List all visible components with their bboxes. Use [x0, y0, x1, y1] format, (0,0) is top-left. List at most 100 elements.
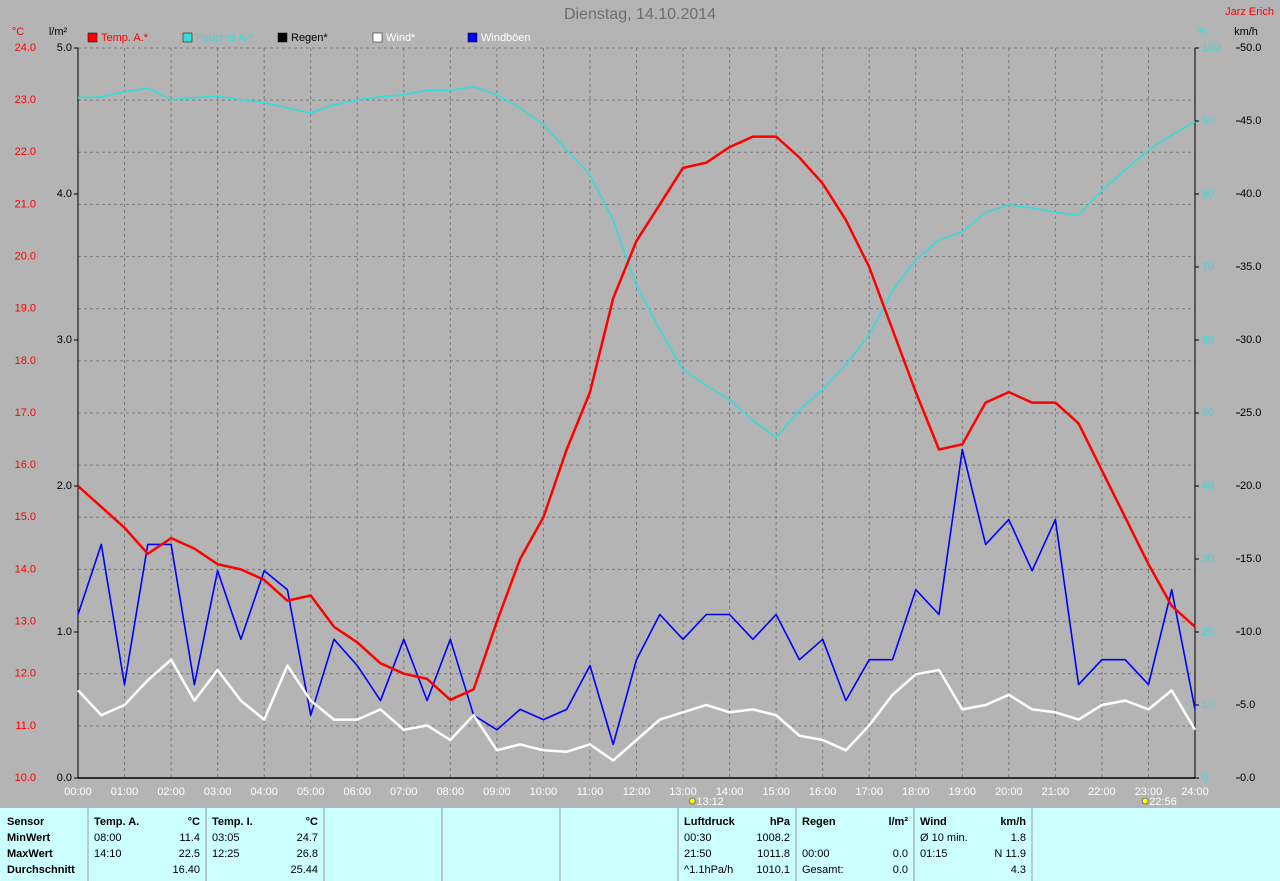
y-tick-label: 40 — [1202, 480, 1214, 492]
y-tick-label: 45.0 — [1240, 115, 1261, 127]
legend-label: Regen* — [291, 32, 328, 44]
y-tick-label: 25.0 — [1240, 407, 1261, 419]
legend-swatch — [372, 32, 383, 43]
cell-time: 03:05 — [212, 832, 240, 844]
legend-swatch — [87, 32, 98, 43]
legend-swatch — [182, 32, 193, 43]
block-unit: hPa — [770, 816, 791, 828]
x-tick-label: 05:00 — [297, 786, 325, 798]
y-tick-label: 80 — [1202, 188, 1214, 200]
y-tick-label: 5.0 — [57, 42, 72, 54]
row-label: MaxWert — [7, 848, 53, 860]
cell-time: 14:10 — [94, 848, 122, 860]
block-unit: °C — [188, 816, 200, 828]
legend-label: Windböen — [481, 32, 531, 44]
x-tick-label: 01:00 — [111, 786, 139, 798]
y-tick-label: 15.0 — [1240, 553, 1261, 565]
legend-swatch — [277, 32, 288, 43]
series-line — [77, 448, 1196, 746]
legend-label: Feuchte A.* — [196, 32, 254, 44]
cell-value: 11.4 — [179, 832, 200, 844]
row-label: Sensor — [7, 816, 45, 828]
x-tick-label: 17:00 — [855, 786, 883, 798]
x-tick-label: 18:00 — [902, 786, 930, 798]
y-tick-label: 50.0 — [1240, 42, 1261, 54]
y-tick-label: 20.0 — [15, 250, 36, 262]
cell-value: 24.7 — [297, 832, 318, 844]
cell-time: 08:00 — [94, 832, 122, 844]
y-tick-label: 13.0 — [15, 615, 36, 627]
row-label: Durchschnitt — [7, 864, 75, 876]
x-tick-label: 13:00 — [669, 786, 697, 798]
y-tick-label: 14.0 — [15, 563, 36, 575]
y-tick-label: 19.0 — [15, 303, 36, 315]
cell-value: 16.40 — [172, 864, 200, 876]
x-tick-label: 10:00 — [530, 786, 558, 798]
block-title: Wind — [920, 816, 947, 828]
cell-time: ^1.1hPa/h — [684, 864, 733, 876]
y-tick-label: 3.0 — [57, 334, 72, 346]
x-tick-label: 03:00 — [204, 786, 232, 798]
block-unit: l/m² — [888, 816, 908, 828]
x-tick-label: 24:00 — [1181, 786, 1209, 798]
block-title: Temp. I. — [212, 816, 253, 828]
x-tick-label: 14:00 — [716, 786, 744, 798]
y-tick-label: 90 — [1202, 115, 1214, 127]
block-title: Temp. A. — [94, 816, 139, 828]
block-title: Luftdruck — [684, 816, 736, 828]
series-line — [77, 658, 1197, 762]
y-tick-label: 1.0 — [57, 626, 72, 638]
y-tick-label: 10.0 — [1240, 626, 1261, 638]
y-tick-label: 30 — [1202, 553, 1214, 565]
x-tick-label: 06:00 — [343, 786, 371, 798]
x-tick-label: 12:00 — [623, 786, 651, 798]
cell-time: Ø 10 min. — [920, 832, 968, 844]
series-line — [77, 135, 1196, 702]
block-unit: km/h — [1000, 816, 1026, 828]
cell-time: 00:30 — [684, 832, 712, 844]
cell-value: 1010.1 — [756, 864, 790, 876]
y-tick-label: 60 — [1202, 334, 1214, 346]
stats-panel — [0, 808, 1280, 881]
x-tick-label: 08:00 — [437, 786, 465, 798]
y-tick-label: 0.0 — [1240, 772, 1255, 784]
annotation-marker — [688, 797, 696, 805]
cell-value: 0.0 — [893, 864, 908, 876]
y-tick-label: 22.0 — [15, 146, 36, 158]
x-tick-label: 09:00 — [483, 786, 511, 798]
cell-value: 1008.2 — [756, 832, 790, 844]
legend-swatch — [467, 32, 478, 43]
y-tick-label: 17.0 — [15, 407, 36, 419]
y-tick-label: 12.0 — [15, 668, 36, 680]
y-tick-label: 40.0 — [1240, 188, 1261, 200]
annotation-label: 22:56 — [1149, 796, 1177, 808]
cell-value: 25.44 — [290, 864, 318, 876]
annotation-label: 13:12 — [696, 796, 724, 808]
y-tick-label: 11.0 — [15, 720, 36, 732]
y-tick-label: 100 — [1202, 42, 1220, 54]
x-tick-label: 20:00 — [995, 786, 1023, 798]
cell-value: 4.3 — [1011, 864, 1026, 876]
y-tick-label: 4.0 — [57, 188, 72, 200]
y-tick-label: 70 — [1202, 261, 1214, 273]
cell-time: Gesamt: — [802, 864, 844, 876]
cell-time: 12:25 — [212, 848, 240, 860]
y-tick-label: 10.0 — [15, 772, 36, 784]
chart-title: Dienstag, 14.10.2014 — [564, 6, 716, 23]
y-tick-label: 24.0 — [15, 42, 36, 54]
x-tick-label: 00:00 — [64, 786, 92, 798]
author: Jarz Erich — [1225, 6, 1274, 18]
unit-label: °C — [12, 26, 24, 38]
cell-time: 00:00 — [802, 848, 830, 860]
block-unit: °C — [306, 816, 318, 828]
y-tick-label: 30.0 — [1240, 334, 1261, 346]
y-tick-label: 5.0 — [1240, 699, 1255, 711]
cell-time: 21:50 — [684, 848, 712, 860]
unit-label: % — [1197, 26, 1207, 38]
x-tick-label: 16:00 — [809, 786, 837, 798]
cell-value: 26.8 — [297, 848, 318, 860]
x-tick-label: 19:00 — [949, 786, 977, 798]
y-tick-label: 50 — [1202, 407, 1214, 419]
